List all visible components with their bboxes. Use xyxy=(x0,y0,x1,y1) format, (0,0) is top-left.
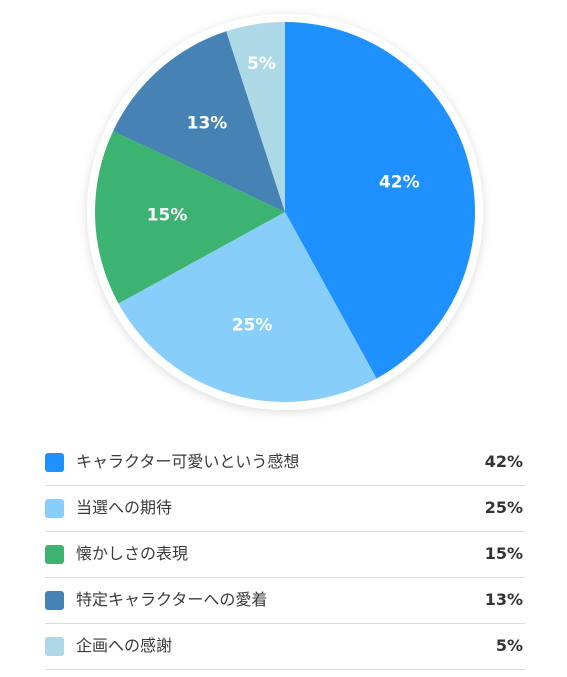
legend-swatch xyxy=(45,499,64,518)
legend-row: 当選への期待 25% xyxy=(45,486,525,532)
legend-row: キャラクター可愛いという感想 42% xyxy=(45,440,525,486)
slice-label: 13% xyxy=(187,113,228,133)
slice-label: 15% xyxy=(147,206,188,226)
legend-value: 5% xyxy=(495,636,523,655)
legend-value: 25% xyxy=(484,498,523,517)
slice-label: 25% xyxy=(232,315,273,335)
pie-labels: 42% 25% 15% 13% 5% xyxy=(147,54,420,335)
legend-row: 特定キャラクターへの愛着 13% xyxy=(45,578,525,624)
legend-row: 企画への感謝 5% xyxy=(45,624,525,670)
pie-chart-svg: 42% 25% 15% 13% 5% xyxy=(87,14,483,410)
legend-swatch xyxy=(45,453,64,472)
pie-slice xyxy=(118,212,377,402)
slice-label: 42% xyxy=(379,173,420,193)
legend-label: 特定キャラクターへの愛着 xyxy=(76,590,268,609)
pie-slice xyxy=(285,22,476,379)
pie-slice xyxy=(113,31,286,213)
legend-swatch xyxy=(45,591,64,610)
legend-label: キャラクター可愛いという感想 xyxy=(76,452,300,471)
legend-swatch xyxy=(45,545,64,564)
pie-slices xyxy=(94,22,476,402)
legend-swatch xyxy=(45,637,64,656)
pie-chart: 42% 25% 15% 13% 5% xyxy=(87,14,483,410)
legend-value: 13% xyxy=(484,590,523,609)
pie-slice xyxy=(94,131,285,304)
legend-label: 当選への期待 xyxy=(76,498,173,517)
legend-label: 企画への感謝 xyxy=(76,636,173,655)
legend-value: 15% xyxy=(484,544,523,563)
legend: キャラクター可愛いという感想 42% 当選への期待 25% 懐かしさの表現 15… xyxy=(45,440,525,670)
legend-value: 42% xyxy=(484,452,523,471)
legend-label: 懐かしさの表現 xyxy=(76,544,189,563)
legend-row: 懐かしさの表現 15% xyxy=(45,532,525,578)
slice-label: 5% xyxy=(247,54,276,74)
pie-slice xyxy=(226,22,285,212)
